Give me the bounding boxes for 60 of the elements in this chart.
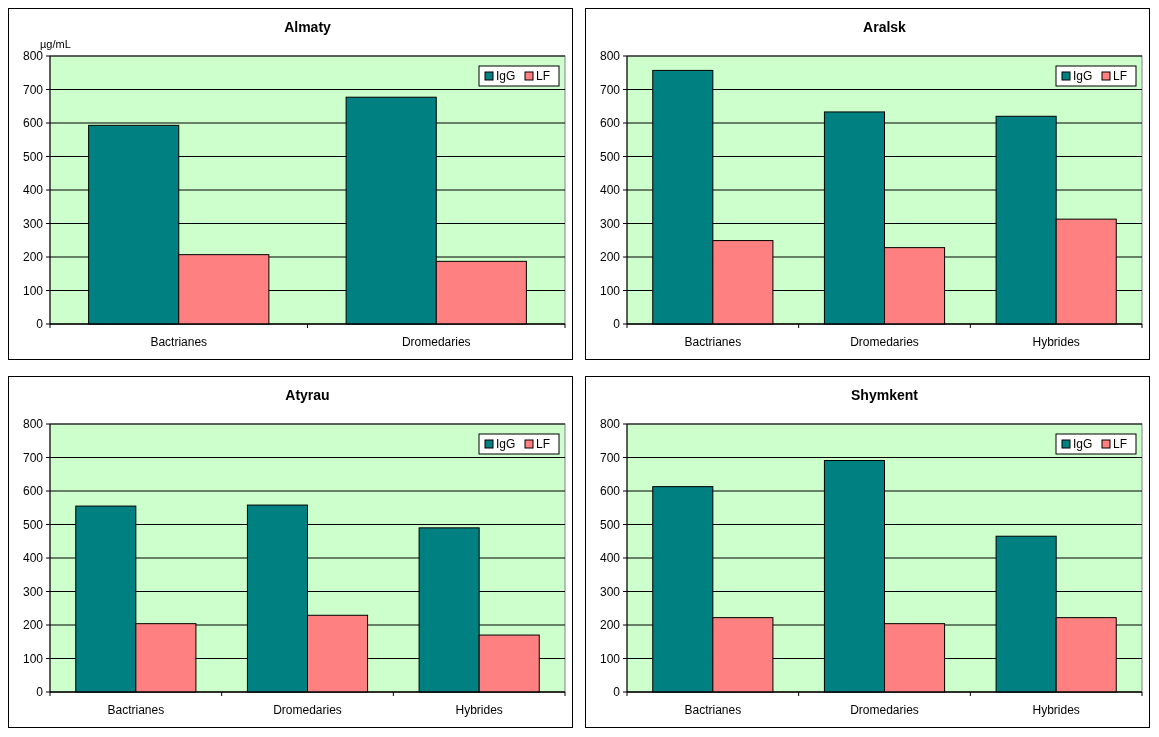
legend-label: LF <box>1113 69 1128 84</box>
y-tick-label: 600 <box>599 484 621 499</box>
y-tick-label: 600 <box>22 484 44 499</box>
x-tick-label: Bactrianes <box>107 703 165 717</box>
x-tick-label: Dromedaries <box>850 335 919 349</box>
y-tick-label: 300 <box>599 584 621 599</box>
y-tick-label: 500 <box>22 517 44 532</box>
x-tick-label: Bactrianes <box>150 335 208 349</box>
y-tick-label: 300 <box>22 584 44 599</box>
legend-label: IgG <box>496 437 516 452</box>
y-tick-label: 300 <box>22 216 44 231</box>
y-tick-label: 100 <box>599 651 621 666</box>
y-tick-label: 700 <box>599 450 621 465</box>
y-tick-label: 600 <box>22 116 44 131</box>
y-tick-label: 200 <box>599 618 621 633</box>
y-tick-label: 800 <box>22 49 44 64</box>
x-tick-label: Dromedaries <box>273 703 342 717</box>
y-tick-label: 300 <box>599 216 621 231</box>
y-tick-label: 0 <box>36 317 44 332</box>
y-tick-label: 200 <box>22 250 44 265</box>
legend-label: IgG <box>496 69 516 84</box>
legend-label: IgG <box>1073 69 1093 84</box>
chart-title: Almaty <box>284 19 332 35</box>
legend-label: LF <box>1113 437 1128 452</box>
y-tick-label: 800 <box>599 417 621 432</box>
y-tick-label: 400 <box>22 183 44 198</box>
legend-label: LF <box>536 69 551 84</box>
x-tick-label: Hybrides <box>1032 335 1080 349</box>
y-tick-label: 400 <box>599 183 621 198</box>
y-tick-label: 600 <box>599 116 621 131</box>
y-tick-label: 100 <box>22 651 44 666</box>
y-tick-label: 200 <box>22 618 44 633</box>
y-tick-label: 100 <box>22 283 44 298</box>
y-tick-label: 100 <box>599 283 621 298</box>
y-tick-label: 400 <box>599 551 621 566</box>
x-tick-label: Hybrides <box>455 703 503 717</box>
y-tick-label: 400 <box>22 551 44 566</box>
y-tick-label: 500 <box>22 149 44 164</box>
y-tick-label: 700 <box>22 82 44 97</box>
y-tick-label: 700 <box>22 450 44 465</box>
y-tick-label: 0 <box>613 685 621 700</box>
y-tick-label: 800 <box>599 49 621 64</box>
x-tick-label: Bactrianes <box>684 703 742 717</box>
chart-title: Shymkent <box>851 387 919 403</box>
x-tick-label: Hybrides <box>1032 703 1080 717</box>
y-tick-label: 700 <box>599 82 621 97</box>
y-tick-label: 200 <box>599 250 621 265</box>
legend-label: LF <box>536 437 551 452</box>
chart-title: Aralsk <box>863 19 907 35</box>
x-tick-label: Dromedaries <box>850 703 919 717</box>
x-tick-label: Bactrianes <box>684 335 742 349</box>
x-tick-label: Dromedaries <box>401 335 471 349</box>
chart-title: Atyrau <box>285 387 330 403</box>
legend-label: IgG <box>1073 437 1093 452</box>
y-tick-label: 0 <box>36 685 44 700</box>
y-tick-label: 800 <box>22 417 44 432</box>
y-tick-label: 0 <box>613 317 621 332</box>
y-tick-label: 500 <box>599 517 621 532</box>
y-axis-title: µg/mL <box>40 38 71 50</box>
y-tick-label: 500 <box>599 149 621 164</box>
